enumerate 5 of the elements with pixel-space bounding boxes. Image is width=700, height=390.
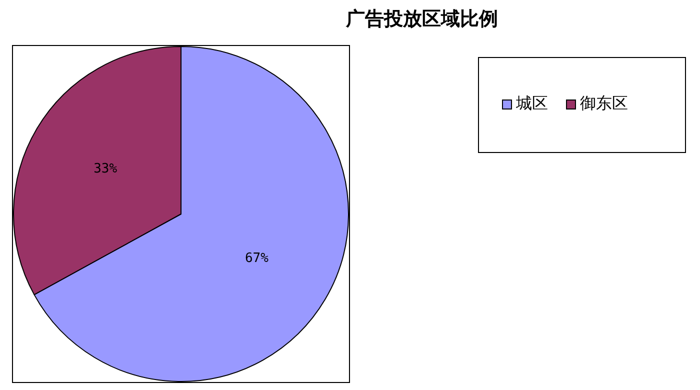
chart-title: 广告投放区域比例	[345, 8, 498, 30]
legend-label: 御东区	[580, 94, 628, 113]
data-label: 67%	[244, 251, 269, 266]
data-label: 33%	[94, 162, 118, 177]
legend-label: 城区	[515, 94, 548, 113]
